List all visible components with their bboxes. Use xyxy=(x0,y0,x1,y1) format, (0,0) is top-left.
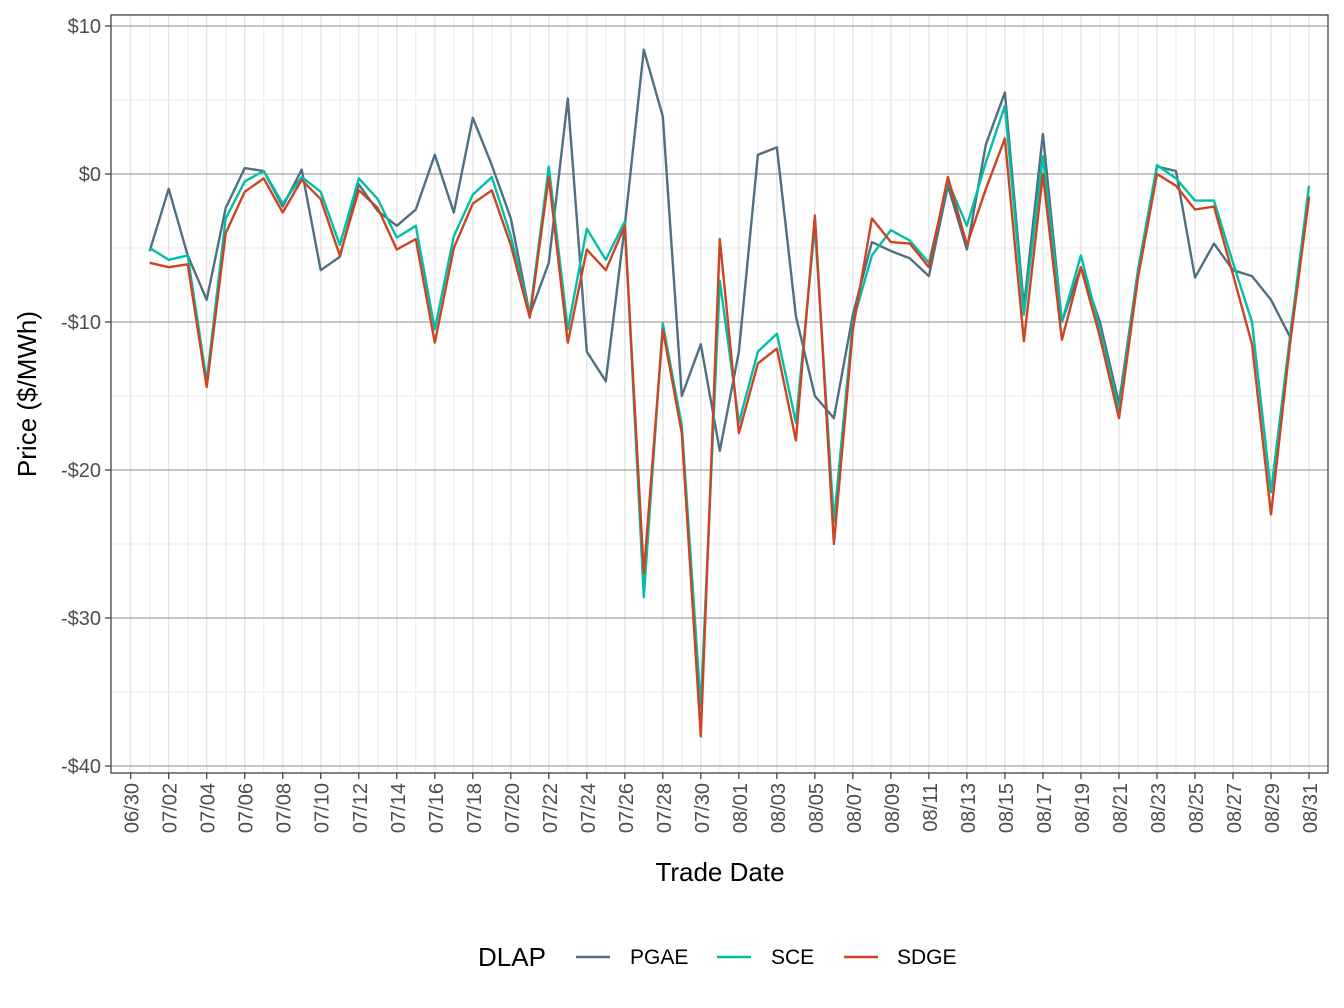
x-tick-label: 08/07 xyxy=(844,783,866,833)
x-tick-label: 08/13 xyxy=(958,783,980,833)
x-tick-label: 08/19 xyxy=(1072,783,1094,833)
x-tick-label: 08/29 xyxy=(1262,783,1284,833)
series-line-sce xyxy=(149,104,1311,708)
x-tick-label: 08/09 xyxy=(882,783,904,833)
x-tick-label: 08/31 xyxy=(1300,783,1322,833)
x-axis: 06/30 07/02 07/04 07/06 07/08 07/10 07/12 07/14… xyxy=(122,773,1322,833)
x-tick-label: 08/15 xyxy=(996,783,1018,833)
x-tick-label: 07/02 xyxy=(160,783,182,833)
y-tick-label: -$40 xyxy=(61,756,101,778)
x-tick-label: 07/18 xyxy=(464,783,486,833)
plot-panel-border xyxy=(110,14,1329,774)
x-tick-label: 08/03 xyxy=(768,783,790,833)
x-tick-label: 07/24 xyxy=(578,783,600,833)
x-tick-label: 08/05 xyxy=(806,783,828,833)
legend-label-sce: SCE xyxy=(771,946,814,969)
x-tick-label: 08/21 xyxy=(1110,783,1132,833)
x-tick-label: 07/08 xyxy=(274,783,296,833)
legend-title: DLAP xyxy=(478,942,546,972)
x-tick-label: 08/23 xyxy=(1148,783,1170,833)
x-tick-label: 07/12 xyxy=(350,783,372,833)
x-tick-label: 06/30 xyxy=(122,783,144,833)
y-tick-label: $10 xyxy=(68,16,101,38)
x-tick-label: 07/22 xyxy=(540,783,562,833)
series-line-sdge xyxy=(149,137,1311,738)
x-tick-label: 07/10 xyxy=(312,783,334,833)
x-tick-label: 07/04 xyxy=(198,783,220,833)
legend-label-pgae: PGAE xyxy=(630,946,688,969)
x-axis-title: Trade Date xyxy=(655,857,784,887)
y-tick-label: -$20 xyxy=(61,460,101,482)
x-tick-label: 07/30 xyxy=(692,783,714,833)
x-tick-label: 08/11 xyxy=(920,783,942,832)
y-tick-label: -$30 xyxy=(61,608,101,630)
legend: DLAP PGAE SCE SDGE xyxy=(478,942,957,972)
x-tick-label: 07/06 xyxy=(236,783,258,833)
y-axis-title: Price ($/MWh) xyxy=(12,311,42,477)
x-tick-label: 08/17 xyxy=(1034,783,1056,833)
legend-label-sdge: SDGE xyxy=(897,946,957,969)
x-tick-label: 07/16 xyxy=(426,783,448,833)
major-gridlines xyxy=(111,15,1328,773)
x-tick-label: 08/27 xyxy=(1224,783,1246,833)
x-tick-label: 07/14 xyxy=(388,783,410,833)
x-tick-label: 07/26 xyxy=(616,783,638,833)
x-tick-label: 08/25 xyxy=(1186,783,1208,833)
series-lines xyxy=(148,48,1311,738)
x-tick-label: 07/28 xyxy=(654,783,676,833)
x-tick-label: 08/01 xyxy=(730,783,752,833)
x-tick-label: 07/20 xyxy=(502,783,524,833)
y-tick-label: $0 xyxy=(79,164,101,186)
y-tick-label: -$10 xyxy=(61,312,101,334)
minor-gridlines xyxy=(111,15,1328,773)
y-axis: $10 $0 -$10 -$20 -$30 -$40 xyxy=(61,16,111,778)
